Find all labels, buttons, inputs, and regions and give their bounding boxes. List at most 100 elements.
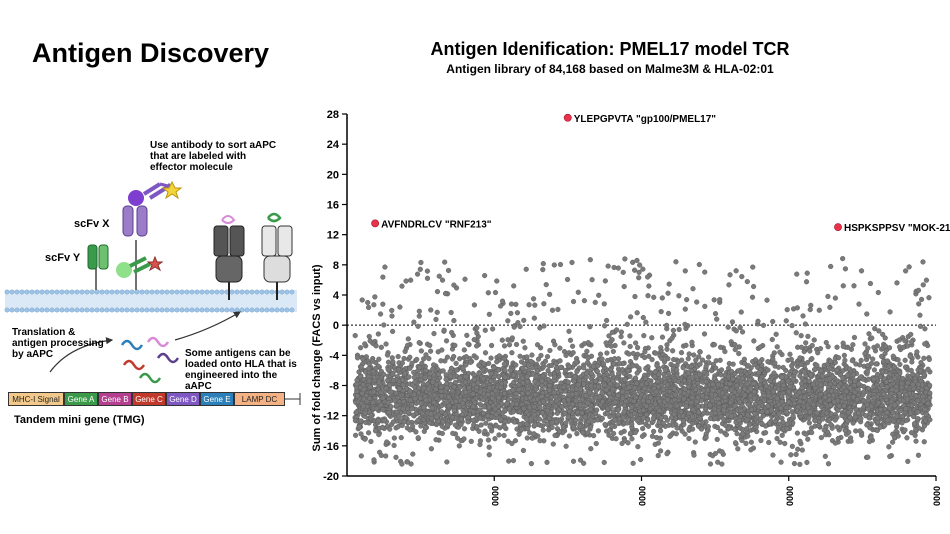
data-point: [574, 368, 580, 375]
data-point: [875, 415, 881, 421]
data-point: [463, 374, 469, 380]
data-point: [644, 417, 651, 423]
data-point: [882, 422, 888, 428]
data-point: [723, 432, 729, 438]
data-point: [641, 354, 648, 361]
data-point: [722, 348, 728, 355]
data-point: [832, 417, 838, 423]
data-point: [666, 422, 672, 428]
data-point: [819, 373, 825, 379]
data-point: [703, 434, 709, 441]
data-point: [458, 416, 464, 422]
data-point: [797, 410, 803, 416]
data-point: [818, 386, 824, 392]
y-tick-label: 4: [333, 290, 340, 302]
data-point: [551, 374, 558, 380]
data-point: [845, 394, 852, 401]
data-point: [693, 357, 699, 363]
data-point: [572, 417, 579, 423]
data-point: [744, 381, 750, 387]
data-point: [712, 415, 718, 422]
y-tick-label: 16: [327, 200, 339, 212]
data-point: [566, 363, 572, 370]
data-point: [923, 411, 929, 417]
data-point: [417, 364, 423, 371]
data-point: [767, 378, 773, 384]
data-point: [517, 353, 523, 359]
data-point: [904, 396, 911, 402]
data-point: [386, 382, 393, 388]
data-point: [470, 417, 476, 423]
data-point: [525, 390, 531, 396]
data-point: [670, 348, 676, 354]
data-point: [584, 370, 590, 376]
data-point: [592, 378, 599, 384]
data-point: [629, 436, 635, 442]
scatter-chart: Sum of fold change (FACS vs input) 28242…: [311, 109, 950, 506]
data-point: [411, 369, 417, 376]
data-point: [715, 382, 721, 388]
data-point: [658, 415, 664, 421]
x-tick-label: 0000: [638, 486, 648, 506]
data-point: [902, 357, 908, 363]
data-point: [806, 398, 813, 404]
data-point: [450, 430, 456, 436]
data-point: [787, 384, 793, 390]
data-point: [708, 411, 715, 417]
data-point: [516, 386, 522, 393]
data-point: [451, 353, 457, 360]
data-point: [459, 411, 466, 418]
y-tick-label: 8: [333, 260, 339, 272]
data-point: [610, 348, 616, 355]
data-point: [714, 436, 720, 442]
data-point: [730, 361, 736, 367]
translation-arrow: [49, 337, 114, 373]
data-point: [590, 363, 597, 369]
data-point: [581, 460, 587, 466]
data-point: [357, 373, 364, 380]
data-point: [809, 356, 815, 362]
data-point: [635, 418, 641, 424]
data-point: [381, 371, 387, 378]
data-point: [621, 409, 627, 415]
data-point: [380, 407, 386, 413]
data-point: [904, 435, 910, 441]
data-point: [674, 403, 680, 409]
data-point: [527, 395, 533, 401]
y-tick-label: 0: [333, 320, 339, 332]
data-point: [784, 426, 790, 432]
data-point: [516, 431, 522, 437]
data-point: [548, 399, 555, 405]
data-point: [419, 410, 426, 417]
data-point: [645, 423, 652, 429]
data-point: [653, 350, 659, 356]
data-point: [618, 430, 624, 436]
x-tick-label: 0000: [785, 486, 795, 506]
data-point: [842, 357, 848, 363]
data-point: [805, 436, 811, 442]
data-point: [652, 374, 658, 380]
data-point: [732, 440, 739, 446]
data-point: [421, 356, 427, 362]
data-point: [845, 410, 852, 416]
data-point: [444, 385, 450, 391]
data-point: [697, 415, 703, 421]
x-tick-label: 0000: [932, 486, 942, 506]
data-point: [857, 428, 863, 434]
data-point: [667, 433, 673, 439]
data-point: [796, 389, 802, 396]
chart-subtitle: Antigen library of 84,168 based on Malme…: [446, 62, 774, 76]
tmg-segment: MHC-I Signal: [8, 392, 64, 406]
data-point: [585, 355, 591, 361]
data-point: [727, 381, 733, 387]
data-point: [766, 439, 772, 446]
data-point: [486, 444, 492, 450]
scfv-x-label: scFv X: [74, 218, 110, 230]
data-point: [580, 430, 586, 436]
data-point: [879, 382, 885, 388]
data-point: [619, 440, 625, 447]
data-point: [718, 367, 725, 373]
data-point: [804, 360, 811, 366]
data-point: [529, 352, 535, 358]
data-point: [688, 400, 694, 406]
